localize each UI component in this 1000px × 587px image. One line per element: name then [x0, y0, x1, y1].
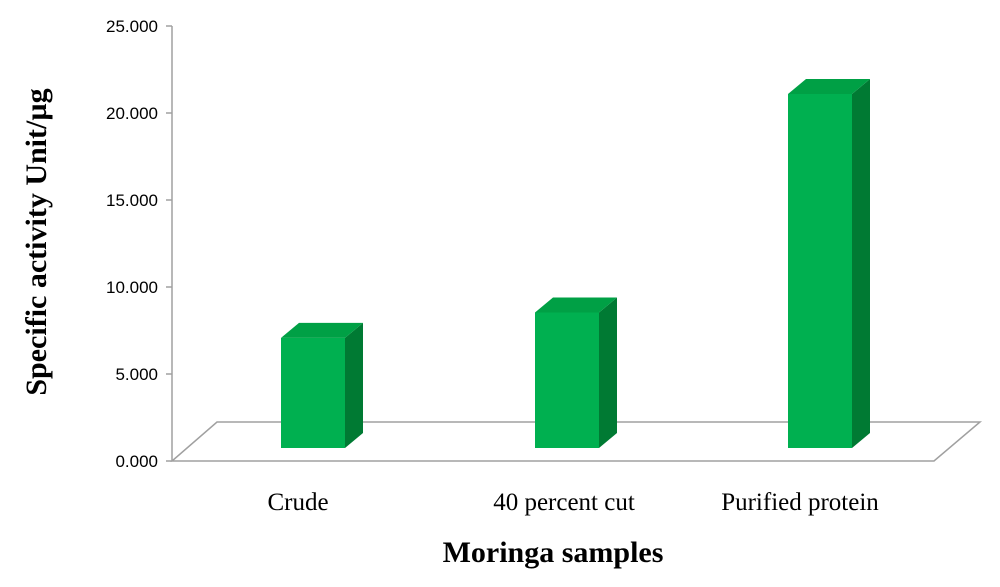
y-axis-ticks: 0.000 5.000 10.000 15.000 20.000 25.000 [106, 17, 172, 471]
category-label: Crude [267, 489, 328, 516]
x-axis-title: Moringa samples [443, 536, 664, 569]
y-tick-label: 10.000 [106, 278, 158, 297]
category-label: 40 percent cut [493, 489, 635, 516]
bar-front [788, 94, 852, 448]
bar-front [535, 312, 599, 448]
bar-top [281, 322, 363, 338]
y-tick-label: 25.000 [106, 17, 158, 36]
y-tick-label: 5.000 [115, 365, 158, 384]
bar-side [852, 79, 870, 448]
category-label: Purified protein [721, 489, 879, 516]
y-tick-label: 15.000 [106, 191, 158, 210]
bars-group [281, 79, 870, 448]
bar-purified-protein [788, 79, 870, 448]
category-labels: Crude 40 percent cut Purified protein [267, 489, 879, 516]
y-axis-title: Specific activity Unit/µg [20, 88, 53, 395]
bar-side [599, 297, 617, 448]
bar-side [345, 322, 363, 448]
bar-crude [281, 322, 363, 448]
y-tick-label: 0.000 [115, 452, 158, 471]
y-tick-label: 20.000 [106, 104, 158, 123]
bar-front [281, 337, 345, 448]
bar-40-percent-cut [535, 297, 617, 448]
bar-top [535, 297, 617, 313]
bar-top [788, 79, 870, 94]
